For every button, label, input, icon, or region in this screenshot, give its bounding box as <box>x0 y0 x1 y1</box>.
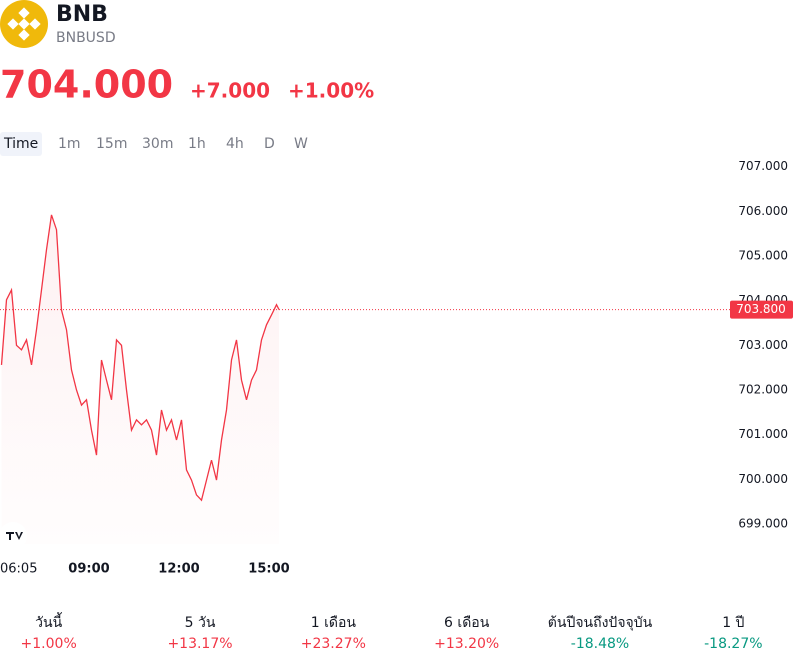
tab[interactable]: Time <box>3 136 38 152</box>
tab[interactable]: 1h <box>188 136 206 152</box>
period-change: +1.00% <box>21 636 77 652</box>
period-label: ต้นปีจนถึงปัจจุบัน <box>548 615 653 631</box>
period-change: -18.48% <box>571 636 629 652</box>
tab[interactable]: 4h <box>226 136 244 152</box>
tab[interactable]: W <box>294 136 308 152</box>
y-tick-label: 700.000 <box>738 472 788 486</box>
period-label: 1 ปี <box>722 615 744 631</box>
x-tick-label: 06:05 <box>0 562 37 577</box>
period-change: +13.17% <box>167 636 232 652</box>
y-tick-label: 699.000 <box>738 516 788 530</box>
x-tick-label: 09:00 <box>68 562 109 577</box>
area <box>1 214 279 544</box>
y-tick-label: 706.000 <box>738 204 788 218</box>
period-label: 1 เดือน <box>311 615 357 631</box>
period-change: +13.20% <box>434 636 499 652</box>
logo <box>0 0 48 48</box>
y-tick-label: 707.000 <box>738 159 788 173</box>
change-pct: +1.00% <box>288 79 374 103</box>
period-label: 5 วัน <box>185 615 216 631</box>
last-price-tag <box>730 300 793 319</box>
x-tick-label: 15:00 <box>248 562 289 577</box>
line <box>0 214 280 502</box>
ticker: BNBUSD <box>56 30 116 46</box>
symbol: BNB <box>56 2 108 27</box>
tab[interactable]: 15m <box>96 136 127 152</box>
tab[interactable]: D <box>264 136 275 152</box>
change: +7.000 <box>190 79 270 103</box>
period-label: วันนี้ <box>35 612 63 631</box>
y-tick-label: 702.000 <box>738 382 788 396</box>
period-change: +23.27% <box>301 636 366 652</box>
period-change: -18.27% <box>704 636 762 652</box>
tab[interactable]: 30m <box>142 136 173 152</box>
period-label: 6 เดือน <box>444 615 490 631</box>
y-tick-label: 703.000 <box>738 338 788 352</box>
x-tick-label: 12:00 <box>158 562 199 577</box>
tab[interactable]: 1m <box>58 136 81 152</box>
last-price-label: 703.800 <box>736 302 786 316</box>
y-tick-label: 705.000 <box>738 249 788 263</box>
y-tick-label: 701.000 <box>738 427 788 441</box>
tv-logo <box>0 522 27 550</box>
price: 704.000 <box>0 63 173 107</box>
tab-bg <box>0 132 42 156</box>
